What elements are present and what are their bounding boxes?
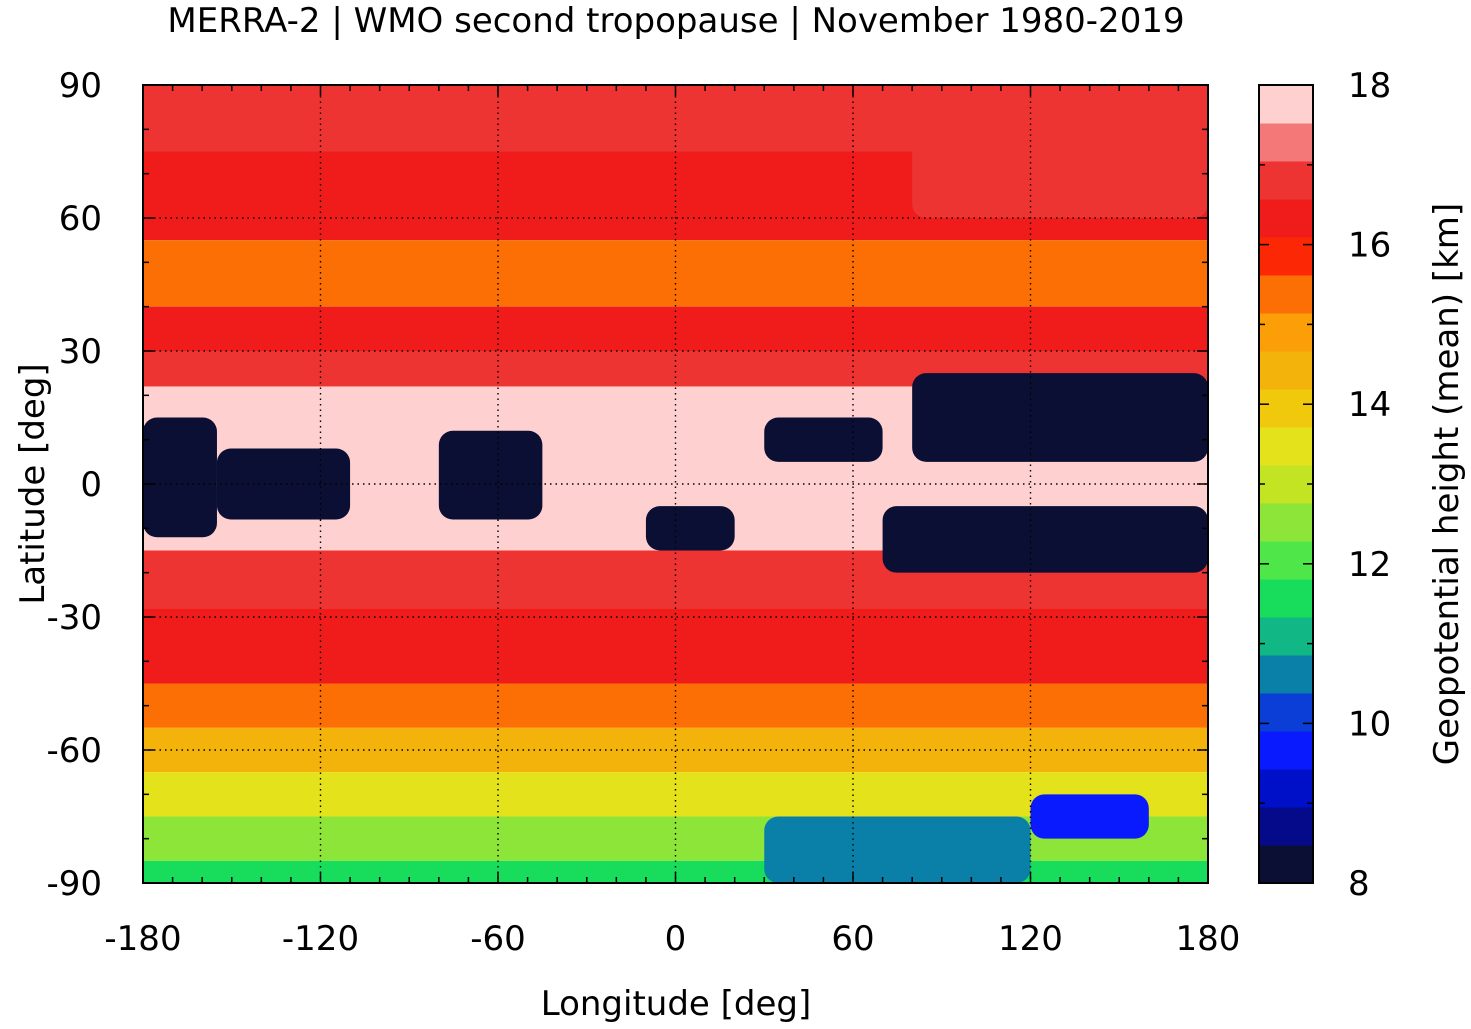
heatmap-patch-5 bbox=[882, 506, 1208, 573]
axes bbox=[142, 84, 1209, 884]
colorbar-segment-9 bbox=[1259, 503, 1313, 542]
colorbar-segment-15 bbox=[1259, 275, 1313, 314]
heatmap-patch-1 bbox=[216, 448, 351, 520]
colorbar-ticks: 18 16 14 12 10 8 bbox=[1348, 66, 1391, 904]
x-axis-ticks: -180 -120 -60 0 60 120 180 bbox=[104, 919, 1240, 959]
colorbar-tick-label-5: 8 bbox=[1348, 864, 1370, 904]
colorbar-segment-10 bbox=[1259, 465, 1313, 504]
y-tick-label-2: 30 bbox=[59, 332, 102, 372]
y-tick-label-3: 0 bbox=[80, 465, 102, 505]
colorbar-segment-14 bbox=[1259, 313, 1313, 352]
colorbar-segment-8 bbox=[1259, 541, 1313, 580]
colorbar-segment-17 bbox=[1259, 199, 1313, 238]
colorbar-segment-11 bbox=[1259, 427, 1313, 466]
x-axis-label: Longitude [deg] bbox=[541, 984, 812, 1024]
colorbar-segment-2 bbox=[1259, 769, 1313, 808]
y-tick-label-5: -60 bbox=[46, 731, 102, 771]
colorbar-tick-label-3: 12 bbox=[1348, 545, 1391, 585]
colorbar-tick-label-0: 18 bbox=[1348, 66, 1391, 106]
colorbar-segment-3 bbox=[1259, 731, 1313, 770]
colorbar-segment-7 bbox=[1259, 579, 1313, 618]
heatmap-patch-2 bbox=[438, 430, 543, 520]
heatmap-patch-7 bbox=[764, 816, 1031, 883]
heatmap-patch-8 bbox=[1030, 794, 1149, 839]
plot-area bbox=[143, 85, 1208, 883]
heatmap-patch-0 bbox=[143, 417, 217, 538]
colorbar-label: Geopotential height (mean) [km] bbox=[1427, 203, 1467, 765]
x-tick-label-6: 180 bbox=[1176, 919, 1241, 959]
y-tick-label-0: 90 bbox=[59, 66, 102, 106]
colorbar-tick-label-2: 14 bbox=[1348, 385, 1391, 425]
colorbar-segment-12 bbox=[1259, 389, 1313, 428]
y-tick-label-6: -90 bbox=[46, 864, 102, 904]
x-tick-label-3: 0 bbox=[665, 919, 687, 959]
colorbar bbox=[1258, 84, 1314, 884]
x-tick-label-2: -60 bbox=[470, 919, 526, 959]
x-tick-label-1: -120 bbox=[282, 919, 359, 959]
grid-lines bbox=[143, 85, 1208, 883]
y-tick-label-4: -30 bbox=[46, 598, 102, 638]
y-axis-ticks: 90 60 30 0 -30 -60 -90 bbox=[46, 66, 102, 904]
colorbar-segment-5 bbox=[1259, 655, 1313, 694]
x-tick-label-5: 120 bbox=[998, 919, 1063, 959]
y-tick-label-1: 60 bbox=[59, 199, 102, 239]
heatmap-band-7 bbox=[143, 608, 1208, 684]
colorbar-segment-0 bbox=[1259, 845, 1313, 884]
x-tick-label-0: -180 bbox=[104, 919, 181, 959]
heatmap-patch-9 bbox=[912, 107, 1208, 218]
colorbar-segment-16 bbox=[1259, 237, 1313, 276]
colorbar-segment-1 bbox=[1259, 807, 1313, 846]
colorbar-tick-label-4: 10 bbox=[1348, 704, 1391, 744]
colorbar-segment-18 bbox=[1259, 161, 1313, 200]
colorbar-segment-4 bbox=[1259, 693, 1313, 732]
colorbar-tick-label-1: 16 bbox=[1348, 226, 1391, 266]
colorbar-segment-19 bbox=[1259, 123, 1313, 162]
chart-title: MERRA-2 | WMO second tropopause | Novemb… bbox=[167, 1, 1184, 41]
y-axis-label: Latitude [deg] bbox=[13, 363, 53, 604]
heatmap-patch-6 bbox=[645, 506, 735, 551]
heatmap-patch-3 bbox=[764, 417, 883, 462]
colorbar-segment-13 bbox=[1259, 351, 1313, 390]
colorbar-segment-6 bbox=[1259, 617, 1313, 656]
x-tick-label-4: 60 bbox=[831, 919, 874, 959]
heatmap-patch-4 bbox=[912, 373, 1208, 462]
colorbar-segment-20 bbox=[1259, 85, 1313, 124]
